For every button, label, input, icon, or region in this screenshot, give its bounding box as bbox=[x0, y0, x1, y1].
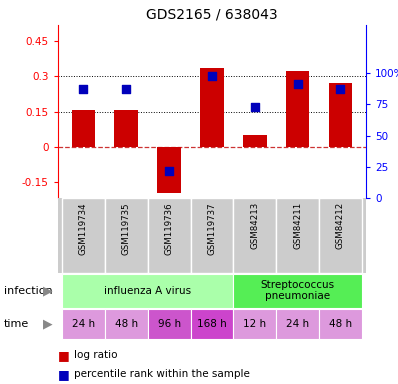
FancyBboxPatch shape bbox=[233, 198, 276, 273]
Point bbox=[166, 167, 172, 174]
Text: log ratio: log ratio bbox=[74, 350, 117, 360]
Text: 48 h: 48 h bbox=[115, 319, 138, 329]
Text: GSM84213: GSM84213 bbox=[250, 202, 259, 249]
FancyBboxPatch shape bbox=[148, 309, 191, 339]
FancyBboxPatch shape bbox=[233, 274, 362, 308]
FancyBboxPatch shape bbox=[233, 309, 276, 339]
Text: ▶: ▶ bbox=[43, 318, 53, 331]
Point bbox=[80, 86, 87, 93]
Text: 168 h: 168 h bbox=[197, 319, 227, 329]
Bar bbox=[286, 71, 309, 147]
Text: GSM84212: GSM84212 bbox=[336, 202, 345, 249]
Text: infection: infection bbox=[4, 286, 53, 296]
Text: GSM119734: GSM119734 bbox=[79, 202, 88, 255]
Text: 24 h: 24 h bbox=[286, 319, 309, 329]
Text: 24 h: 24 h bbox=[72, 319, 95, 329]
Text: Streptococcus
pneumoniae: Streptococcus pneumoniae bbox=[261, 280, 335, 301]
Text: 96 h: 96 h bbox=[158, 319, 181, 329]
Bar bbox=[243, 135, 267, 147]
FancyBboxPatch shape bbox=[105, 309, 148, 339]
FancyBboxPatch shape bbox=[276, 198, 319, 273]
Bar bbox=[157, 147, 181, 194]
FancyBboxPatch shape bbox=[105, 198, 148, 273]
FancyBboxPatch shape bbox=[319, 309, 362, 339]
Text: 12 h: 12 h bbox=[243, 319, 266, 329]
Text: GSM119735: GSM119735 bbox=[122, 202, 131, 255]
Point bbox=[337, 86, 343, 93]
Title: GDS2165 / 638043: GDS2165 / 638043 bbox=[146, 7, 278, 21]
FancyBboxPatch shape bbox=[62, 274, 233, 308]
Text: percentile rank within the sample: percentile rank within the sample bbox=[74, 369, 250, 379]
Text: influenza A virus: influenza A virus bbox=[104, 286, 191, 296]
Point bbox=[123, 86, 129, 93]
Bar bbox=[329, 83, 352, 147]
FancyBboxPatch shape bbox=[191, 309, 233, 339]
FancyBboxPatch shape bbox=[62, 198, 105, 273]
FancyBboxPatch shape bbox=[62, 309, 105, 339]
Text: ▶: ▶ bbox=[43, 284, 53, 297]
Bar bbox=[200, 68, 224, 147]
Bar bbox=[72, 110, 95, 147]
Point bbox=[295, 81, 301, 88]
Bar bbox=[115, 110, 138, 147]
Text: ■: ■ bbox=[58, 368, 70, 381]
Text: ■: ■ bbox=[58, 349, 70, 362]
Point bbox=[209, 73, 215, 79]
Text: GSM84211: GSM84211 bbox=[293, 202, 302, 249]
Text: time: time bbox=[4, 319, 29, 329]
FancyBboxPatch shape bbox=[148, 198, 191, 273]
Text: 48 h: 48 h bbox=[329, 319, 352, 329]
FancyBboxPatch shape bbox=[276, 309, 319, 339]
Text: GSM119737: GSM119737 bbox=[207, 202, 217, 255]
FancyBboxPatch shape bbox=[191, 198, 233, 273]
Point bbox=[252, 104, 258, 110]
FancyBboxPatch shape bbox=[319, 198, 362, 273]
Text: GSM119736: GSM119736 bbox=[165, 202, 174, 255]
